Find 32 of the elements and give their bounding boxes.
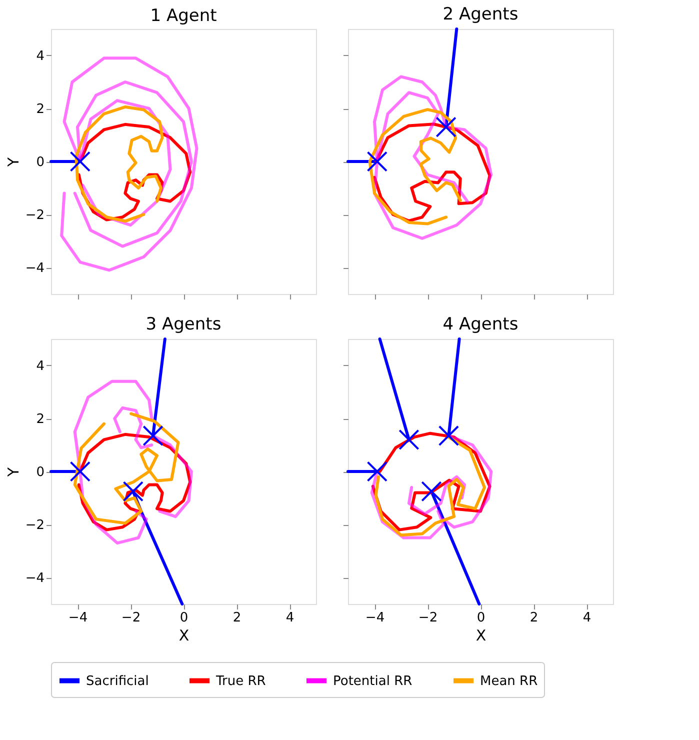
chart-title: 2 Agents <box>442 4 518 24</box>
x-axis-title: X <box>476 626 486 644</box>
x-tick-label: −2 <box>418 610 438 626</box>
x-axis-title: X <box>178 626 190 644</box>
chart-title: 4 Agents <box>442 314 518 334</box>
y-tick-label: −2 <box>25 208 44 223</box>
x-tick-label: 2 <box>530 610 538 626</box>
legend-label: True RR <box>215 674 266 689</box>
chart-title: 1 Agent <box>150 6 218 26</box>
legend-label: Potential RR <box>333 674 412 689</box>
legend-label: Mean RR <box>480 674 538 689</box>
x-tick-label: 4 <box>286 610 294 626</box>
y-axis-title: Y <box>4 466 22 478</box>
y-tick-label: −4 <box>25 261 44 276</box>
y-axis-title: Y <box>4 156 22 168</box>
x-tick-label: 0 <box>180 610 188 626</box>
y-tick-label: 2 <box>36 412 44 427</box>
x-tick-label: −2 <box>121 610 141 626</box>
x-tick-label: 0 <box>476 610 486 626</box>
y-tick-label: 0 <box>36 155 44 170</box>
y-tick-label: 2 <box>36 102 44 117</box>
x-tick-label: 4 <box>582 610 592 626</box>
x-tick-label: −4 <box>365 610 385 626</box>
x-tick-label: 2 <box>232 610 242 626</box>
x-tick-label: −4 <box>68 610 88 626</box>
y-tick-label: 0 <box>36 465 44 480</box>
legend-label: Sacrificial <box>86 674 149 689</box>
y-tick-label: −4 <box>25 571 44 586</box>
y-tick-label: 4 <box>36 359 44 374</box>
y-tick-label: 4 <box>36 49 44 64</box>
chart-title: 3 Agents <box>146 314 222 334</box>
y-tick-label: −2 <box>25 518 44 533</box>
